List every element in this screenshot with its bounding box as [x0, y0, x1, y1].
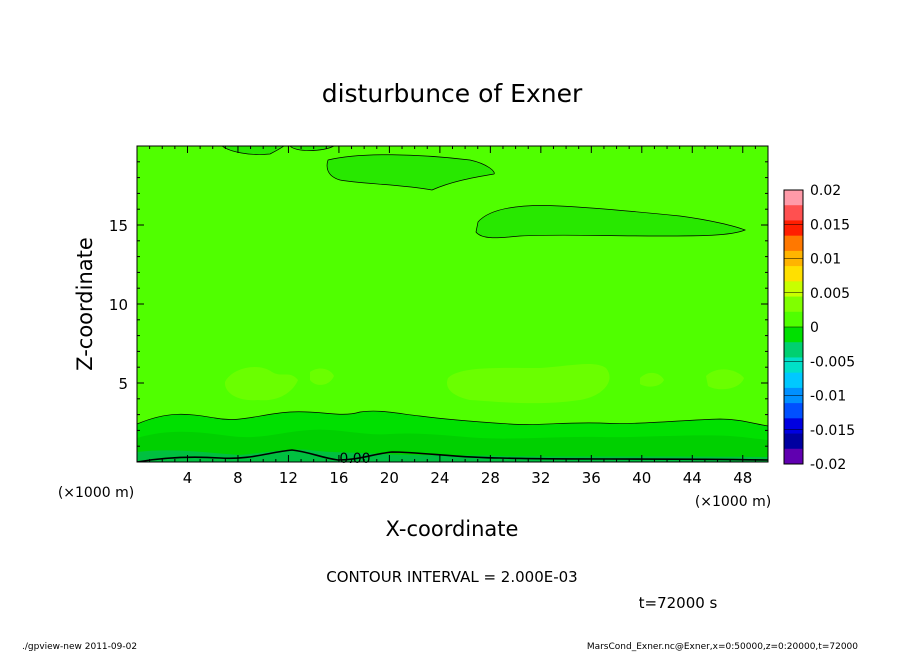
- colorbar-swatch: [784, 448, 803, 465]
- x-tick-label: 44: [683, 469, 702, 487]
- colorbar-label: 0.02: [810, 183, 841, 199]
- footer-right: MarsCond_Exner.nc@Exner,x=0:50000,z=0:20…: [586, 642, 858, 652]
- colorbar-label: -0.005: [810, 354, 855, 370]
- x-tick-label: 16: [329, 469, 348, 487]
- positive-patch-2: [310, 368, 334, 385]
- colorbar-swatch: [784, 403, 803, 419]
- colorbar-label: 0.005: [810, 286, 850, 302]
- x-tick-label: 20: [380, 469, 399, 487]
- contour-field: [137, 146, 768, 462]
- colorbar-swatch: [784, 281, 803, 298]
- positive-patch-1: [224, 367, 298, 401]
- colorbar-label: 0.01: [810, 252, 841, 268]
- colorbar-swatch: [784, 372, 803, 389]
- y-tick-label: 15: [109, 217, 128, 235]
- positive-patch-4: [640, 372, 664, 387]
- x-tick-label: 32: [531, 469, 550, 487]
- colorbar-swatch: [784, 327, 803, 343]
- x-tick-label: 8: [233, 469, 243, 487]
- chart-title: disturbunce of Exner: [322, 79, 583, 108]
- y-axis-ticks: 5 10 15: [109, 161, 768, 447]
- x-tick-label: 24: [430, 469, 449, 487]
- x-tick-label: 28: [481, 469, 500, 487]
- time-text: t=72000 s: [639, 594, 718, 612]
- x-tick-label: 40: [632, 469, 651, 487]
- colorbar-labels: 0.02 0.015 0.01 0.005 0 -0.005 -0.01 -0.015 -0.0…: [784, 183, 855, 473]
- negative-patch-upper-1: [326, 154, 495, 191]
- y-axis-label: Z-coordinate: [73, 237, 97, 371]
- colorbar-swatch: [784, 220, 803, 237]
- colorbar-swatch: [784, 357, 803, 374]
- contour-label: 0.00: [339, 451, 370, 467]
- negative-patch-upper-2: [475, 205, 746, 239]
- colorbar-label: -0.02: [810, 457, 846, 473]
- contour-interval-text: CONTOUR INTERVAL = 2.000E-03: [326, 568, 577, 586]
- contour-line-zero: [137, 449, 768, 462]
- y-axis-unit: (×1000 m): [58, 485, 134, 501]
- x-axis-label: X-coordinate: [386, 517, 519, 541]
- colorbar-label: -0.015: [810, 423, 855, 439]
- colorbar-swatch: [784, 296, 803, 313]
- colorbar-swatch: [784, 433, 803, 450]
- y-tick-label: 10: [109, 296, 128, 314]
- x-axis-unit: (×1000 m): [695, 494, 771, 510]
- colorbar: [784, 190, 803, 465]
- colorbar-swatch: [784, 342, 803, 358]
- colorbar-swatch: [784, 311, 803, 328]
- footer-left: ./gpview-new 2011-09-02: [22, 642, 138, 652]
- x-tick-label: 4: [183, 469, 193, 487]
- positive-patch-5: [706, 369, 744, 390]
- y-tick-label: 5: [118, 375, 128, 393]
- field-background: [137, 146, 768, 462]
- colorbar-swatch: [784, 266, 803, 282]
- colorbar-label: 0: [810, 320, 819, 336]
- positive-patch-3: [446, 363, 610, 404]
- colorbar-swatch: [784, 418, 803, 435]
- x-tick-label: 36: [582, 469, 601, 487]
- colorbar-swatch: [784, 190, 803, 206]
- x-axis-ticks: 4 8 12 16 20 24 28 32 36 40 44 48: [149, 146, 756, 487]
- contour-line-1: [137, 410, 768, 427]
- x-tick-label: 48: [733, 469, 752, 487]
- x-tick-label: 12: [279, 469, 298, 487]
- colorbar-swatch: [784, 235, 803, 252]
- colorbar-label: -0.01: [810, 389, 846, 405]
- colorbar-swatch: [784, 205, 803, 221]
- colorbar-label: 0.015: [810, 217, 850, 233]
